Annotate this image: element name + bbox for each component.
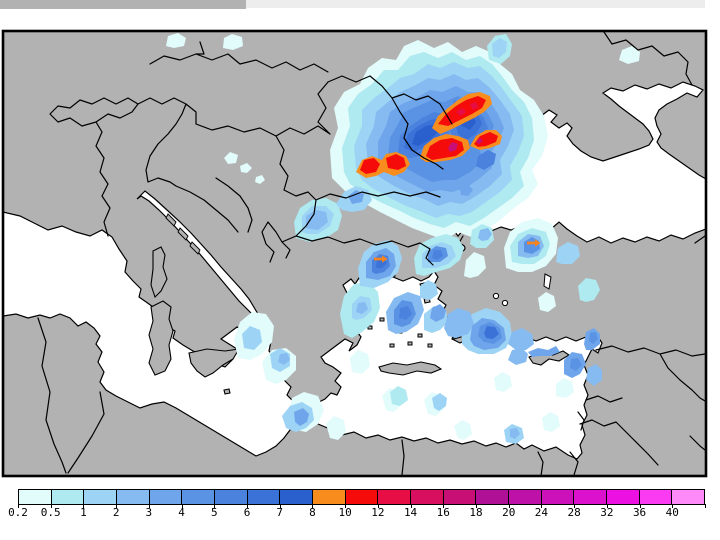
- colorbar-tick-label: 4: [178, 506, 185, 519]
- precip-level-12-crimson: [456, 102, 478, 116]
- max-markers: [374, 239, 541, 263]
- colorbar-tick: [443, 504, 445, 508]
- colorbar-tick: [214, 504, 216, 508]
- island-malta: [223, 388, 231, 395]
- colorbar-tick: [148, 504, 150, 508]
- colorbar-tick-label: 40: [665, 506, 679, 519]
- colorbar-tick: [345, 504, 347, 508]
- colorbar-tick-label: 8: [309, 506, 316, 519]
- colorbar-tick: [279, 504, 281, 508]
- colorbar-legend: [18, 489, 705, 505]
- colorbar-segment: [345, 490, 379, 504]
- colorbar-segment: [411, 490, 444, 504]
- colorbar-tick-label: 10: [338, 506, 352, 519]
- colorbar-tick: [672, 504, 674, 508]
- colorbar-tick: [639, 504, 641, 508]
- nile-river: [537, 451, 544, 475]
- colorbar-tick: [18, 504, 19, 508]
- colorbar-tick: [181, 504, 183, 508]
- colorbar-tick-label: 1: [80, 506, 87, 519]
- croatian-islets: [165, 213, 201, 255]
- colorbar-tick-label: 20: [502, 506, 516, 519]
- colorbar-tick-label: 6: [243, 506, 251, 519]
- colorbar-tick: [247, 504, 248, 508]
- colorbar-segment: [378, 490, 412, 504]
- max-marker-north-aegean-icon: [374, 255, 388, 263]
- precip-level-16-magenta: [448, 138, 483, 152]
- colorbar-segment: [215, 490, 248, 504]
- colorbar-tick: [116, 504, 118, 508]
- lake-beysehir: [492, 292, 500, 300]
- colorbar-tick: [50, 504, 52, 508]
- map-content: [4, 32, 705, 475]
- colorbar-segment: [607, 490, 640, 504]
- map-frame: [1, 29, 708, 478]
- colorbar-tick-label: 16: [436, 506, 450, 519]
- lake-egirdir: [501, 299, 509, 307]
- colorbar-segment: [672, 490, 705, 504]
- colorbar-tick: [312, 504, 314, 508]
- colorbar-segment: [19, 490, 52, 504]
- colorbar-tick: [574, 504, 576, 508]
- colorbar-tick-label: 2: [112, 506, 120, 519]
- colorbar-segment: [574, 490, 608, 504]
- colorbar-tick-label: 28: [567, 506, 581, 519]
- max-marker-central-anatolia-icon: [527, 239, 541, 247]
- top-margin-strip-light: [246, 0, 705, 8]
- colorbar-tick: [508, 504, 510, 508]
- colorbar-tick-label: 0.2: [8, 506, 28, 519]
- colorbar-segment: [443, 490, 477, 504]
- colorbar-segment: [247, 490, 281, 504]
- colorbar-tick-label: 18: [469, 506, 483, 519]
- top-margin-strip: [0, 0, 246, 9]
- colorbar-tick: [606, 504, 608, 508]
- island-crete: [378, 361, 443, 376]
- colorbar-segment: [541, 490, 575, 504]
- colorbar-tick-label: 36: [632, 506, 647, 519]
- colorbar-tick-label: 7: [276, 506, 284, 519]
- colorbar-tick: [705, 504, 706, 508]
- colorbar-tick: [476, 504, 477, 508]
- lake-tuz: [543, 273, 552, 290]
- colorbar-segment: [476, 490, 510, 504]
- colorbar-tick: [541, 504, 543, 508]
- colorbar-tick-label: 5: [210, 506, 218, 519]
- country-borders: [37, 32, 705, 475]
- colorbar-segment: [182, 490, 216, 504]
- colorbar-segment: [509, 490, 542, 504]
- colorbar-tick-label: 14: [403, 506, 418, 519]
- colorbar-segment: [84, 490, 118, 504]
- island-sicily: [188, 348, 241, 378]
- aegean-islets: [367, 309, 433, 348]
- colorbar-segment: [117, 490, 150, 504]
- colorbar-tick: [377, 504, 379, 508]
- island-sardinia: [148, 300, 174, 376]
- colorbar-tick-label: 12: [371, 506, 385, 519]
- colorbar-tick-label: 32: [600, 506, 614, 519]
- island-corsica: [150, 246, 168, 299]
- colorbar-tick: [83, 504, 85, 508]
- colorbar-segment: [313, 490, 346, 504]
- colorbar-segment: [280, 490, 314, 504]
- colorbar-tick-label: 3: [145, 506, 153, 519]
- colorbar-segment: [639, 490, 673, 504]
- colorbar-segment: [149, 490, 183, 504]
- colorbar-tick: [410, 504, 412, 508]
- colorbar-tick-label: 24: [534, 506, 549, 519]
- colorbar-segment: [51, 490, 85, 504]
- colorbar-tick-label: 0.5: [40, 506, 61, 519]
